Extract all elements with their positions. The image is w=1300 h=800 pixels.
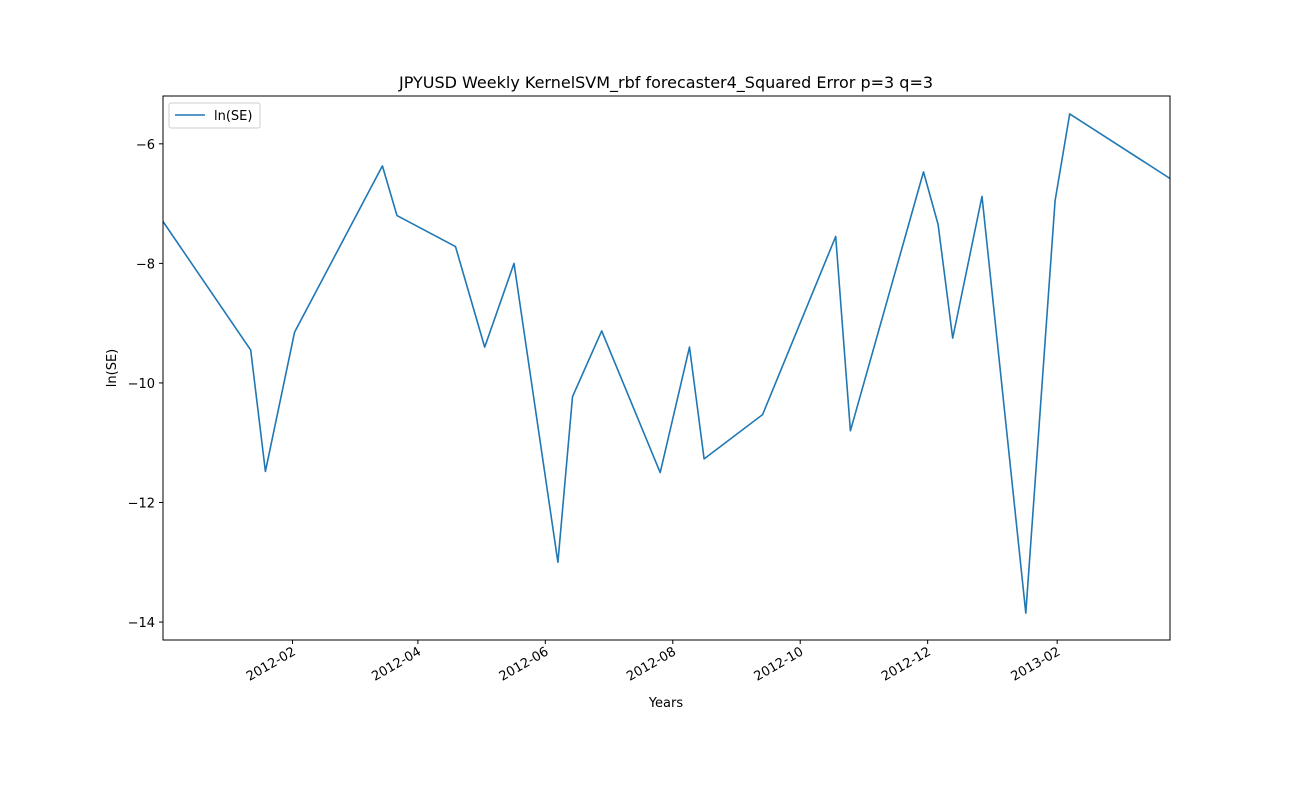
x-axis-label: Years	[648, 696, 684, 711]
chart-title: JPYUSD Weekly KernelSVM_rbf forecaster4_…	[398, 73, 933, 93]
y-axis-label: ln(SE)	[105, 349, 120, 387]
legend-box	[168, 102, 261, 129]
legend: ln(SE)	[168, 102, 261, 129]
series-line-0	[162, 113, 1171, 614]
plot-frame	[162, 95, 1171, 641]
y-tick-label: −8	[136, 257, 155, 272]
y-axis: −14 −12 −10 −8 −6	[128, 138, 163, 631]
plot-area	[162, 95, 1171, 641]
y-tick-label: −6	[136, 138, 155, 153]
y-tick-label: −14	[128, 616, 155, 631]
y-tick-label: −12	[128, 497, 155, 512]
plot-background	[163, 96, 1170, 640]
y-tick-label: −10	[128, 377, 155, 392]
legend-label: ln(SE)	[214, 109, 252, 124]
